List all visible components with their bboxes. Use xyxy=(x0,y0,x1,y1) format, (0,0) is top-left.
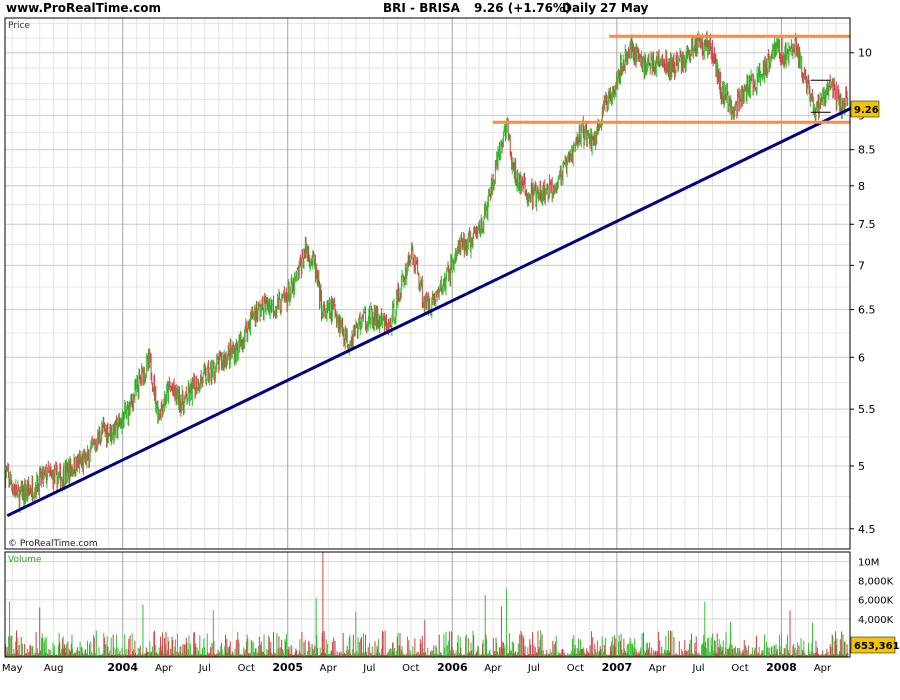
copyright-label: © ProRealTime.com xyxy=(8,539,98,549)
price-tick-label: 5.5 xyxy=(858,403,876,416)
volume-tick-label: 10M xyxy=(858,558,879,569)
x-tick-label: 2006 xyxy=(437,661,468,674)
volume-panel-title: Volume xyxy=(8,555,42,565)
x-tick-label: Apr xyxy=(320,663,338,674)
price-tick-label: 7 xyxy=(858,259,865,272)
x-tick-label: Apr xyxy=(484,663,502,674)
volume-tick-label: 4,000K xyxy=(858,615,894,626)
price-panel-title: Price xyxy=(8,21,30,31)
x-tick-label: Oct xyxy=(238,663,255,674)
volume-panel-frame xyxy=(4,551,851,658)
trend-line xyxy=(6,103,859,518)
x-tick-label: Oct xyxy=(731,663,748,674)
quote-date: 27 May xyxy=(600,1,649,15)
price-tick-label: 4.5 xyxy=(858,523,876,536)
x-tick-label: 2005 xyxy=(272,661,303,674)
site-name[interactable]: www.ProRealTime.com xyxy=(6,1,161,15)
last-volume-label: 653,361 xyxy=(854,641,900,652)
last-volume-tag xyxy=(850,636,896,654)
period-label: Daily xyxy=(562,1,597,15)
last-quote: 9.26 (+1.76%) xyxy=(474,1,571,15)
x-tick-label: Apr xyxy=(155,663,173,674)
volume-tick-label: 6,000K xyxy=(858,596,894,607)
price-tick-label: 10 xyxy=(858,47,872,60)
last-price-label: 9.26 xyxy=(854,105,879,116)
x-tick-label: 2008 xyxy=(766,661,797,674)
price-tick-label: 6 xyxy=(858,351,865,364)
price-tick-label: 6.5 xyxy=(858,304,876,317)
x-tick-label: 2007 xyxy=(602,661,633,674)
last-price-tag xyxy=(850,100,880,118)
x-tick-label: Apr xyxy=(814,663,832,674)
price-tick-label: 8.5 xyxy=(858,144,876,157)
volume-tick-label: 8,000K xyxy=(858,577,894,588)
x-tick-label: Apr xyxy=(649,663,667,674)
price-tick-label: 5 xyxy=(858,460,865,473)
x-tick-label: Oct xyxy=(567,663,584,674)
x-tick-label: Jul xyxy=(691,663,704,674)
x-tick-label: Oct xyxy=(402,663,419,674)
price-panel-frame xyxy=(4,17,851,550)
price-tick-label: 8 xyxy=(858,180,865,193)
x-tick-label: Jul xyxy=(198,663,211,674)
symbol-name: BRI - BRISA xyxy=(383,1,460,15)
x-tick-label: May xyxy=(2,663,23,674)
x-tick-label: Jul xyxy=(362,663,375,674)
x-tick-label: Jul xyxy=(527,663,540,674)
price-tick-label: 7.5 xyxy=(858,218,876,231)
x-tick-label: Aug xyxy=(44,663,64,674)
x-tick-label: 2004 xyxy=(107,661,138,674)
